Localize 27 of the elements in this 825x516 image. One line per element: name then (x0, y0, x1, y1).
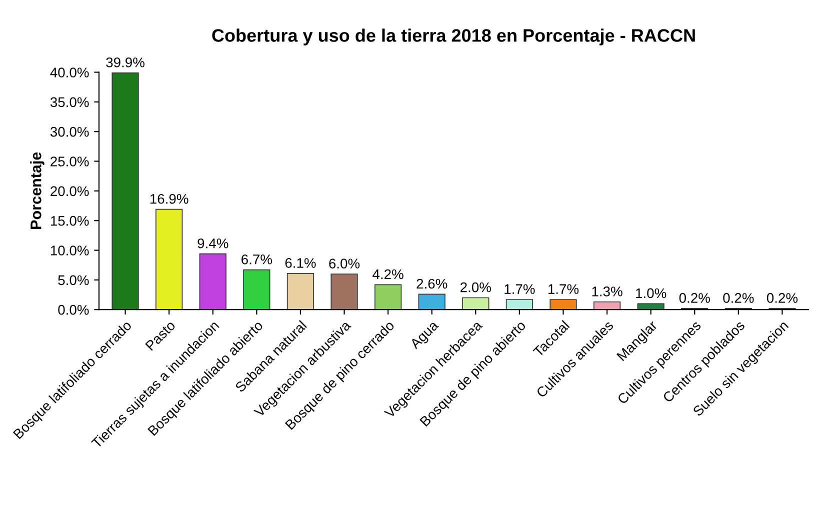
data-label: 9.4% (198, 238, 228, 248)
data-label: 1.7% (504, 284, 535, 294)
data-label: 0.2% (679, 293, 710, 303)
y-tick-label: 5.0% (58, 275, 89, 286)
data-label: 2.6% (416, 278, 448, 289)
y-tick-label: 15.0% (50, 216, 89, 226)
y-tick-label: 10.0% (50, 246, 89, 256)
y-tick-label: 0.0% (58, 304, 89, 315)
chart-title: Cobertura y uso de la tierra 2018 en Porcentaje - RACCN (212, 28, 695, 46)
data-label: 6.7% (242, 254, 272, 264)
data-label: 1.0% (636, 288, 666, 298)
y-tick-label: 25.0% (50, 156, 89, 166)
data-label: 39.9% (106, 57, 144, 68)
data-label: 0.2% (766, 293, 798, 303)
y-tick-label: 35.0% (50, 97, 89, 108)
data-label: 6.1% (285, 258, 316, 268)
data-label: 1.3% (592, 286, 622, 296)
y-tick-label: 30.0% (50, 126, 89, 137)
data-label: 4.2% (372, 269, 404, 280)
data-label: 1.7% (548, 284, 579, 294)
data-label: 0.2% (723, 293, 754, 303)
data-label: 16.9% (150, 194, 188, 204)
y-tick-label: 20.0% (50, 186, 89, 196)
data-label: 2.0% (460, 282, 491, 292)
data-label: 6.0% (329, 258, 360, 268)
y-tick-label: 40.0% (50, 68, 89, 78)
y-axis-title: Porcentaje (30, 152, 44, 229)
